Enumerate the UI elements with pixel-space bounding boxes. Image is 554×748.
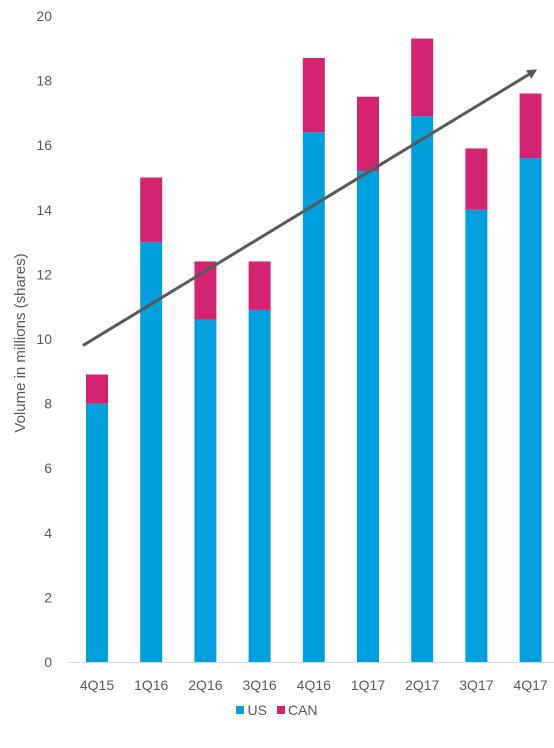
x-tick-label: 3Q17 [459,677,493,693]
y-tick-label: 6 [44,460,52,476]
x-tick-label: 4Q15 [80,677,114,693]
y-tick-label: 20 [36,8,52,24]
bar-us-1q16 [140,242,163,662]
bar-can-1q17 [357,96,379,172]
trend-arrow [82,69,538,347]
y-axis-title: Volume in millions (shares) [12,253,29,432]
bar-can-4q16 [302,57,325,133]
x-tick-label: 4Q16 [297,677,331,693]
y-axis-ticks: 0 2 4 6 8 10 12 14 16 18 20 [36,8,52,670]
y-tick-label: 12 [36,266,52,282]
y-tick-label: 4 [44,525,52,541]
x-tick-label: 3Q16 [242,677,276,693]
stacked-bar-chart: Volume in millions (shares) 0 2 4 6 8 10 12 14 1… [12,8,554,693]
bar-can-4q17 [519,93,542,159]
bar-us-2q17 [411,116,434,662]
legend-swatch-can [276,706,285,714]
y-tick-label: 0 [44,654,52,670]
bar-us-4q15 [86,403,108,662]
legend-label-can: CAN [287,702,318,718]
y-tick-label: 18 [36,73,52,89]
bar-us-3q17 [465,209,488,663]
y-tick-label: 8 [44,396,52,412]
x-tick-label: 2Q17 [405,677,439,693]
bar-can-3q16 [248,261,271,310]
bar-can-2q17 [411,38,434,117]
bar-can-4q15 [86,374,108,404]
x-tick-label: 1Q17 [351,677,385,693]
y-tick-label: 2 [44,589,52,605]
bar-us-4q16 [302,132,325,662]
bar-us-1q17 [357,171,379,663]
legend-item-can: CAN [276,702,318,718]
bar-us-2q16 [194,319,217,662]
bar-us-4q17 [519,158,542,662]
bar-can-1q16 [140,177,163,243]
bar-can-3q17 [465,148,488,210]
legend: US CAN [0,702,554,718]
x-tick-label: 1Q16 [134,677,168,693]
bar-us-3q16 [248,309,271,662]
legend-swatch-us [236,706,245,714]
x-axis-ticks: 4Q15 1Q16 2Q16 3Q16 4Q16 1Q17 2Q17 3Q17 4Q17 [80,677,548,693]
y-tick-label: 10 [36,331,52,347]
legend-label-us: US [247,702,267,718]
x-tick-label: 2Q16 [188,677,222,693]
y-tick-label: 14 [36,202,52,218]
y-tick-label: 16 [36,137,52,153]
x-tick-label: 4Q17 [513,677,547,693]
bars [86,38,542,663]
legend-item-us: US [236,702,267,718]
